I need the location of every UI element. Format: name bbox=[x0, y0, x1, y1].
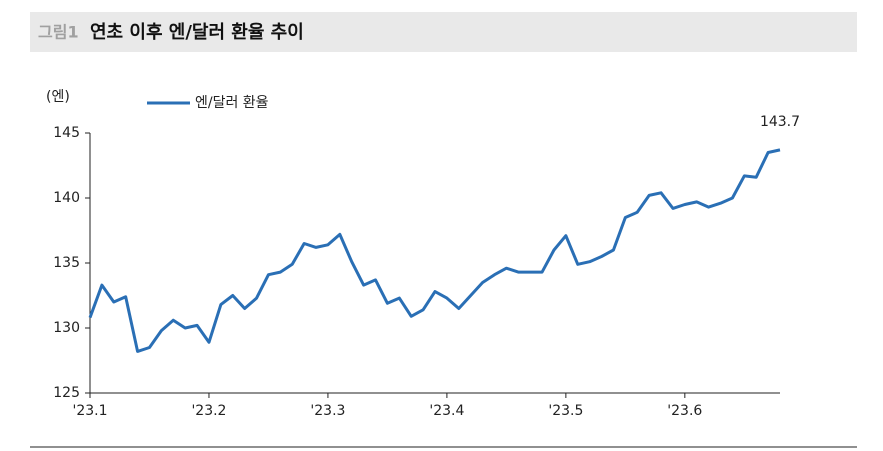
legend-label: 엔/달러 환율 bbox=[195, 95, 269, 111]
y-tick-label: 145 bbox=[53, 125, 80, 141]
header-band bbox=[30, 12, 857, 52]
y-tick-label: 130 bbox=[53, 320, 80, 336]
y-tick-label: 140 bbox=[53, 190, 80, 206]
x-tick-label: '23.6 bbox=[667, 403, 702, 419]
x-tick-label: '23.4 bbox=[429, 403, 464, 419]
y-tick-label: 125 bbox=[53, 385, 80, 401]
x-tick-label: '23.2 bbox=[191, 403, 226, 419]
x-tick-label: '23.3 bbox=[310, 403, 345, 419]
y-axis-label: (엔) bbox=[46, 89, 70, 105]
chart-title: 연초 이후 엔/달러 환율 추이 bbox=[90, 21, 304, 43]
figure-label: 그림1 bbox=[38, 23, 79, 42]
y-tick-label: 135 bbox=[53, 255, 80, 271]
x-tick-label: '23.1 bbox=[72, 403, 107, 419]
x-tick-label: '23.5 bbox=[548, 403, 583, 419]
series-line bbox=[88, 148, 781, 353]
last-value-label: 143.7 bbox=[760, 114, 800, 130]
